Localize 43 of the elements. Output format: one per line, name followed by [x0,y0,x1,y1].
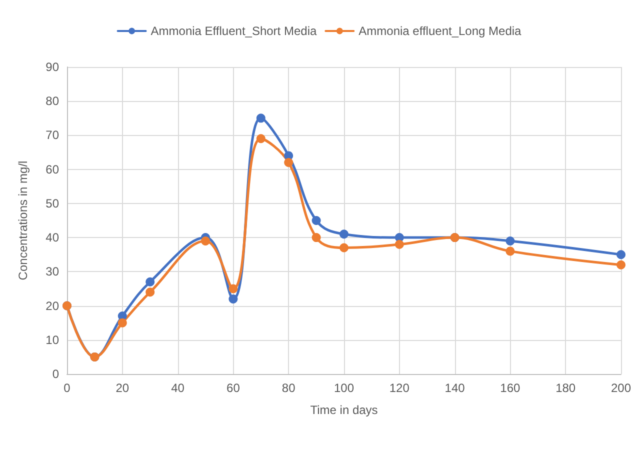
x-tick-label: 0 [64,381,71,395]
point [616,250,626,260]
x-tick-label: 160 [500,381,521,395]
point [118,318,127,328]
point [312,233,321,242]
y-tick-label: 20 [46,298,60,313]
x-axis-title: Time in days [310,403,378,417]
y-tick-label: 80 [46,94,60,108]
x-tick-label: 60 [226,381,240,395]
legend-label: Ammonia Effluent_Short Media [150,24,317,38]
x-tick-label: 120 [389,381,410,395]
point [394,240,404,249]
x-tick-label: 200 [610,381,632,395]
point [201,236,210,246]
point [256,114,266,123]
point [256,134,266,144]
point [146,277,155,286]
point [616,260,626,270]
x-tick-label: 20 [116,381,130,395]
y-tick-label: 90 [46,60,60,74]
point [228,294,238,304]
point [228,284,238,294]
x-tick-label: 100 [334,381,354,395]
x-tick-label: 80 [282,381,296,395]
y-axis-title: Concentrations in mg/l [16,160,30,280]
y-tick-label: 30 [46,264,60,279]
y-tick-label: 40 [46,230,60,245]
point [284,158,294,168]
point [312,216,321,225]
point [340,230,348,239]
y-tick-label: 50 [46,196,60,210]
point [506,246,515,256]
x-tick-label: 140 [444,381,466,395]
x-tick-label: 180 [556,381,576,395]
point [340,243,348,252]
y-tick-label: 10 [46,332,60,347]
legend-label: Ammonia effluent_Long Media [358,24,522,38]
y-tick-label: 60 [46,162,60,176]
x-tick-label: 40 [171,381,185,395]
y-tick-label: 70 [46,128,60,142]
y-tick-label: 0 [52,367,60,381]
point [506,236,515,246]
point [146,288,155,297]
